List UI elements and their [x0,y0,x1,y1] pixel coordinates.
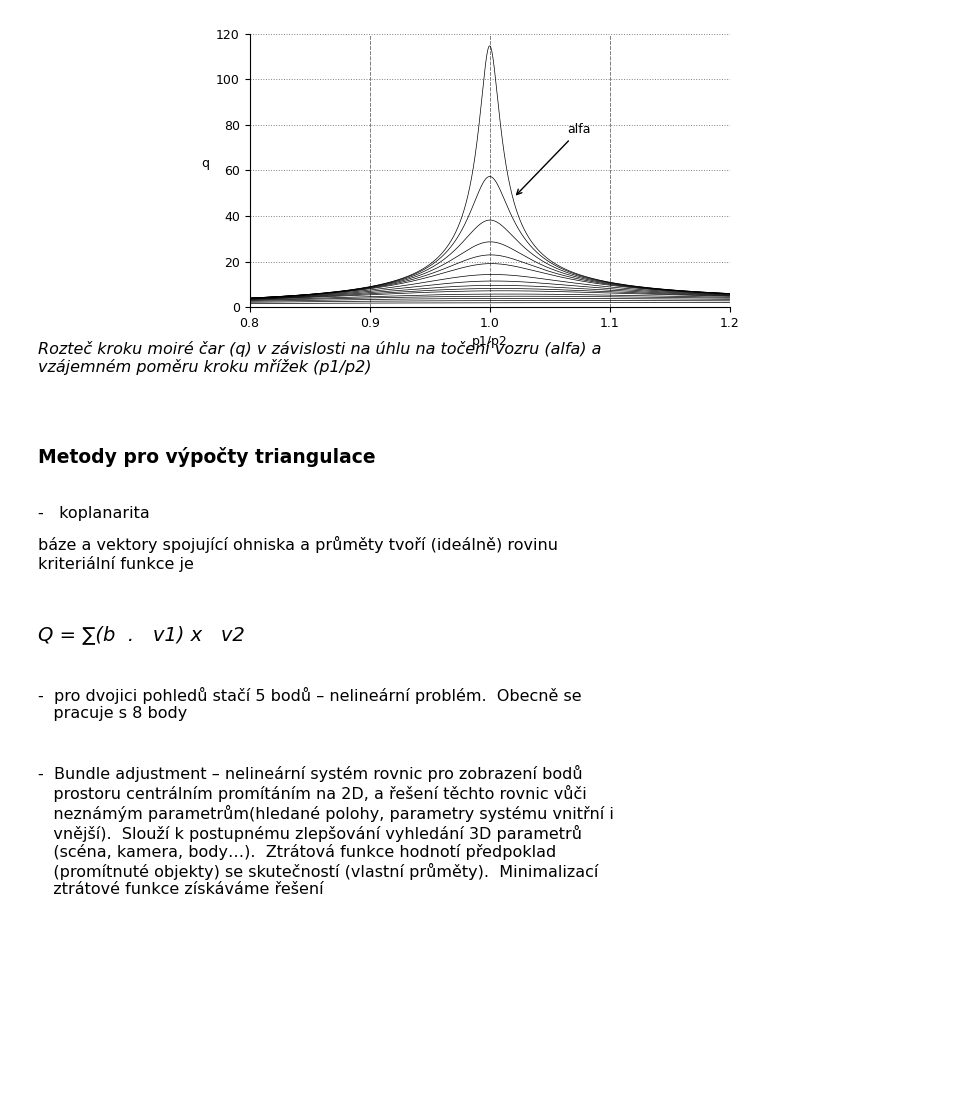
X-axis label: p1/p2: p1/p2 [471,335,508,349]
Text: -  pro dvojici pohledů stačí 5 bodů – nelineární problém.  Obecně se
   pracuje : - pro dvojici pohledů stačí 5 bodů – nel… [38,687,582,722]
Text: -   koplanarita: - koplanarita [38,506,150,521]
Text: Rozteč kroku moiré čar (q) v závislosti na úhlu na točení vozru (alfa) a
vzájemn: Rozteč kroku moiré čar (q) v závislosti … [38,341,602,375]
Y-axis label: q: q [201,157,209,170]
Text: Metody pro výpočty triangulace: Metody pro výpočty triangulace [38,447,376,467]
Text: -  Bundle adjustment – nelineární systém rovnic pro zobrazení bodů
   prostoru c: - Bundle adjustment – nelineární systém … [38,765,614,897]
Text: báze a vektory spojující ohniska a průměty tvoří (ideálně) rovinu
kriteriální fu: báze a vektory spojující ohniska a průmě… [38,536,559,572]
Text: Q = ∑(b  .   v1) x   v2: Q = ∑(b . v1) x v2 [38,626,245,645]
Text: alfa: alfa [516,123,591,194]
